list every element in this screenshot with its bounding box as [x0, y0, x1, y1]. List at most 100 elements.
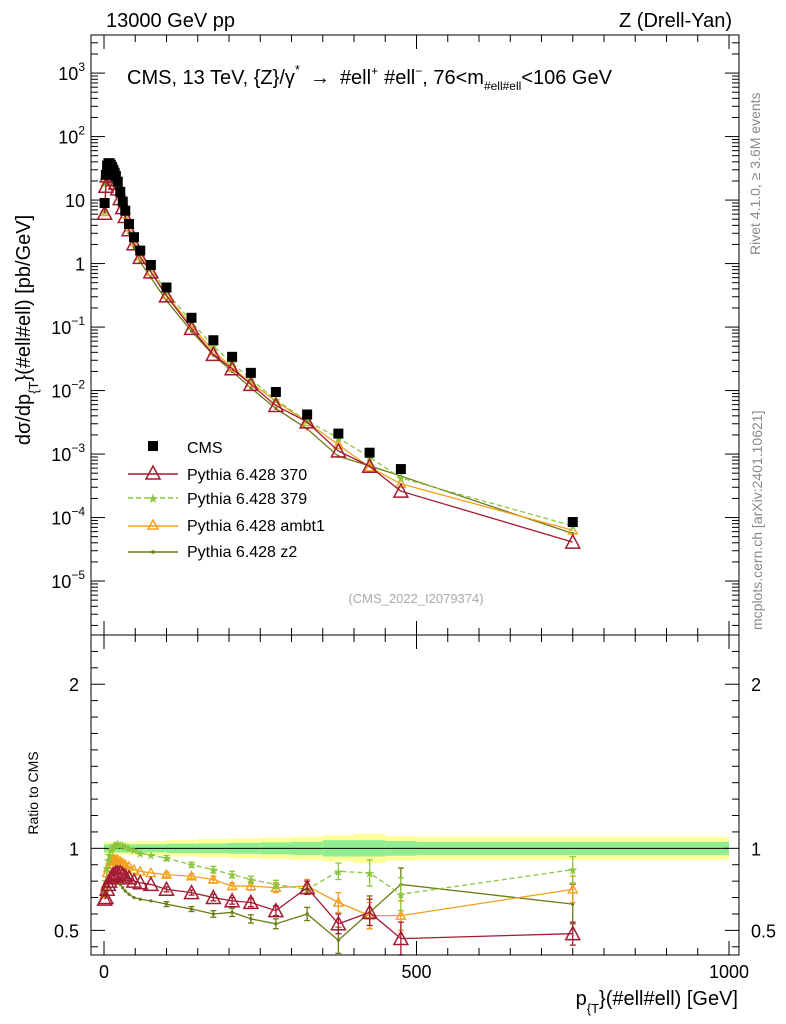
- ratio-point-p370: [242, 893, 260, 910]
- main-point-p370: [223, 360, 241, 376]
- ratio-point-z2: [249, 917, 253, 921]
- ratio-point-p379: ★: [333, 865, 344, 879]
- ratio-point-ambt1: [185, 870, 198, 881]
- ytick-base: 10: [51, 509, 71, 529]
- main-ytick-label: 10−2: [51, 378, 85, 402]
- legend-p379-label: Pythia 6.428 379: [187, 491, 307, 508]
- ytick-base: 10: [65, 191, 85, 211]
- main-point-data: [302, 409, 313, 420]
- ratio-xtick-label: 1000: [709, 962, 749, 982]
- main-point-p379: ★: [395, 471, 406, 485]
- ytick-exponent: 2: [78, 124, 85, 138]
- main-point-data: [110, 170, 121, 181]
- ratio-point-z2: [274, 922, 278, 926]
- ratio-point-p379: ★: [135, 847, 146, 861]
- ratio-ytick-label: 1: [69, 839, 79, 859]
- ratio-point-z2: [189, 907, 194, 911]
- main-point-data: [100, 169, 111, 180]
- xlabel-a: p: [576, 988, 587, 1010]
- ylabel-a: dσ/dp: [13, 394, 35, 445]
- main-ytick-label: 1: [75, 255, 85, 275]
- title-mass-end: <106 GeV: [521, 67, 612, 89]
- ratio-point-p379: ★: [567, 863, 578, 877]
- main-series: ★★★★★★★★★★★★★★★★★★★★★★★★★★★★★: [96, 158, 582, 549]
- ratio-point-p379: ★: [395, 888, 406, 902]
- main-point-p370: [205, 345, 222, 362]
- main-point-data: [120, 205, 131, 216]
- main-line-p379: [103, 163, 573, 527]
- main-point-ambt1: [395, 477, 407, 489]
- mcplots-label: mcplots.cern.ch [arXiv:2401.10621]: [749, 411, 765, 630]
- legend-cms-marker: [148, 441, 158, 451]
- main-point-p370: [96, 204, 113, 220]
- ratio-point-p370: [564, 925, 582, 941]
- ratio-point-ambt1: [332, 896, 345, 907]
- main-point-ambt1: [332, 438, 345, 450]
- legend-ambt1: Pythia 6.428 ambt1: [128, 518, 325, 535]
- ratio-point-p379: ★: [245, 873, 256, 887]
- main-point-data: [186, 312, 197, 323]
- ratio-point-p370: [116, 867, 134, 883]
- ratio-point-z2: [336, 938, 340, 942]
- ratio-point-p379: ★: [112, 837, 123, 851]
- ytick-exponent: −5: [71, 568, 85, 582]
- ratio-point-z2: [211, 912, 215, 916]
- main-point-data: [227, 351, 238, 362]
- ratio-point-p379: ★: [208, 863, 219, 877]
- ratio-point-p379: ★: [270, 878, 281, 892]
- ytick-base: 1: [75, 255, 85, 275]
- main-point-p370: [392, 482, 410, 498]
- main-series-p370: [96, 162, 582, 549]
- ytick-base: 10: [51, 572, 71, 592]
- main-point-data: [115, 186, 126, 197]
- ratio-point-p379: ★: [117, 839, 128, 853]
- ytick-base: 10: [51, 445, 71, 465]
- main-point-data: [270, 386, 281, 397]
- ytick-exponent: −2: [71, 378, 85, 392]
- main-point-p370: [330, 442, 347, 458]
- title-plus: +: [371, 64, 378, 78]
- ratio-point-p370: [298, 879, 316, 895]
- ratio-axis-ticks: 0.5 0.5 1 1 2 2 0 500 1000: [54, 635, 776, 982]
- title-mass-sub: #ell#ell: [484, 79, 521, 93]
- xlabel-b: }(#ell#ell) [GeV]: [599, 988, 738, 1010]
- ratio-panel: 0.5 0.51 12 20 500 1000 ★★★★★★★★★★★★★★★★★ ★ ★ ★ ★…: [25, 634, 776, 1016]
- ratio-point-z2: [127, 892, 131, 896]
- main-point-data: [245, 367, 256, 378]
- main-point-data: [161, 282, 172, 293]
- ratio-point-p379: ★: [107, 842, 118, 856]
- ratio-xtick-label: 0: [99, 962, 109, 982]
- title-arrow: →: [310, 67, 330, 89]
- main-point-p370: [125, 235, 143, 251]
- main-point-p370: [267, 396, 285, 413]
- ytick-exponent: −4: [71, 505, 85, 519]
- main-point-data: [117, 196, 128, 207]
- title-lep2: #ell: [384, 67, 415, 89]
- ytick-exponent: −1: [71, 314, 85, 328]
- main-point-p370: [183, 319, 200, 336]
- ratio-series-p379: ★★★★★★★★★★★★★★★★★ ★ ★ ★ ★ ★ ★ ★ ★★ ★★★: [99, 837, 578, 912]
- ratio-point-p370: [142, 875, 160, 892]
- main-point-data: [364, 447, 375, 458]
- legend-p370: Pythia 6.428 370: [128, 464, 307, 484]
- main-point-p370: [131, 248, 149, 265]
- header-right: Z (Drell-Yan): [619, 10, 732, 32]
- legend-p370-label: Pythia 6.428 370: [187, 467, 307, 484]
- main-point-data: [567, 517, 578, 528]
- ratio-point-ambt1: [112, 853, 124, 865]
- ratio-point-p379: ★: [105, 843, 116, 857]
- main-point-ambt1: [363, 461, 376, 472]
- ytick-exponent: 3: [78, 60, 85, 74]
- main-point-data: [99, 197, 110, 208]
- ratio-point-ambt1: [160, 868, 173, 879]
- main-point-ambt1: [145, 265, 157, 276]
- ratio-point-z2: [121, 886, 125, 890]
- ratio-ytick-label: 0.5: [54, 921, 79, 941]
- ratio-point-z2: [149, 899, 153, 903]
- ytick-base: 10: [51, 382, 71, 402]
- ratio-point-ambt1: [207, 873, 220, 884]
- main-point-p370: [142, 263, 160, 279]
- ratio-point-p379: ★: [186, 858, 197, 872]
- main-line-ambt1: [103, 165, 573, 531]
